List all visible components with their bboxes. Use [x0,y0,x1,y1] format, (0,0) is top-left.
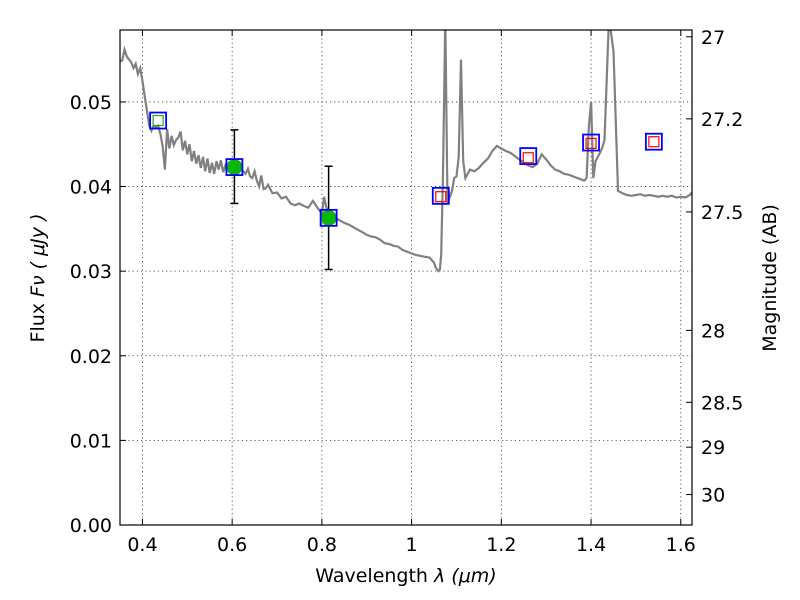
model-square-inner [323,212,335,224]
model-square-blue [149,111,168,130]
x-tick-label: 0.6 [217,534,247,556]
y-tick-label: 0.03 [70,261,112,283]
y-tick-label: 0.04 [70,177,112,199]
sed-model-line [120,30,692,273]
model-square-inner [152,114,164,127]
y-tick-label: 0.02 [70,346,112,368]
plot-frame [119,29,693,526]
model-square-blue [319,208,338,227]
model-square-inner [648,136,660,148]
y2-tick-label: 29 [701,437,725,459]
y-axis-label: Flux Fν ( μJy ) [27,214,49,343]
y-tick-label: 0.05 [70,92,112,114]
y2-tick-label: 27.5 [701,202,743,224]
error-bars [230,129,333,271]
x-tick-label: 1.4 [576,534,606,556]
x-axis-label: Wavelength λ (μm) [315,565,496,587]
observed-point [320,209,337,226]
y2-tick-label: 28.5 [701,392,743,414]
y2-tick-label: 28 [701,320,725,342]
x-tick-label: 1.6 [666,534,696,556]
model-square-blue [644,132,663,151]
x-tick-label: 0.4 [127,534,157,556]
x-tick-label: 1 [406,534,418,556]
observed-points [226,159,337,226]
model-square-inner [228,161,240,173]
model-square-inner [585,137,597,149]
x-axis-ticks: 0.4 0.6 0.8 1 1.2 1.4 1.6 [127,30,696,556]
y2-tick-label: 27 [701,27,725,49]
observed-point [226,159,243,176]
y-tick-label: 0.01 [70,430,112,452]
y2-axis-ticks: 27 27.2 27.5 28 28.5 29 30 [686,27,743,507]
y2-tick-label: 27.2 [701,109,743,131]
model-square-blue [225,158,244,176]
model-square-inner [522,152,534,164]
x-tick-label: 0.8 [307,534,337,556]
y-axis-ticks: 0.00 0.01 0.02 0.03 0.04 0.05 [70,92,126,537]
model-blue-squares [149,111,663,227]
model-square-inner [435,191,447,203]
model-square-blue [582,133,600,152]
model-square-blue [519,147,538,165]
y-tick-label: 0.00 [70,515,112,537]
model-inner-squares [152,114,660,224]
y2-tick-label: 30 [701,485,725,507]
y2-axis-label: Magnitude (AB) [759,204,781,352]
plot-area [120,30,692,273]
x-tick-label: 1.2 [486,534,516,556]
model-square-blue [431,186,450,205]
